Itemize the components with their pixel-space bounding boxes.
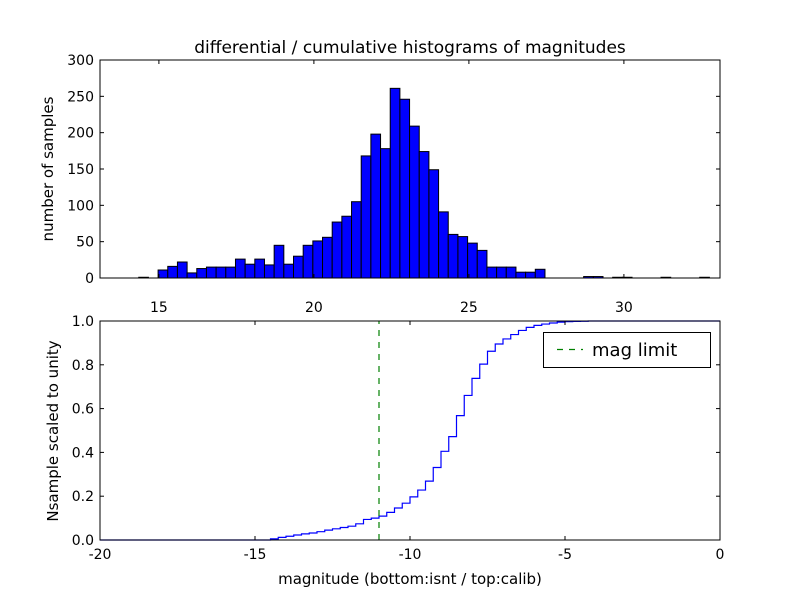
y-tick-label: 200 (67, 126, 94, 142)
histogram-bar (389, 87, 401, 279)
histogram-bar (525, 271, 536, 279)
y-tick-label: 0.2 (72, 489, 94, 505)
histogram-bar (205, 266, 217, 279)
histogram-bar (380, 148, 391, 279)
histogram-bar (263, 264, 275, 279)
histogram-bar (196, 268, 207, 279)
chart-title: differential / cumulative histograms of … (194, 38, 626, 58)
histogram-bar (293, 255, 304, 279)
x-tick-label: -10 (399, 547, 422, 563)
legend: mag limit (543, 332, 711, 368)
cumulative-step-line (100, 320, 720, 541)
x-tick-label: 30 (615, 300, 633, 316)
histogram-bar (157, 269, 169, 279)
histogram-bar (225, 266, 236, 279)
histogram-bar (457, 236, 469, 279)
histogram-bar (534, 268, 546, 279)
bottom-cumulative-axes: -20 -15 -10 -5 0 0.0 0.2 0.4 0.6 0.8 1.0 (72, 314, 725, 563)
histogram-bar (312, 240, 324, 279)
histogram-bar (186, 272, 198, 279)
histogram-bar (476, 249, 488, 279)
histogram-bar (167, 265, 178, 279)
histogram-bar (428, 169, 440, 279)
histogram-bar (302, 244, 314, 279)
x-tick-label: 25 (460, 300, 478, 316)
histogram-bar (283, 263, 295, 279)
histogram-bar (322, 236, 333, 279)
y-tick-label: 150 (67, 162, 94, 178)
histogram-bar (254, 258, 265, 279)
x-tick-label: -20 (89, 547, 112, 563)
histogram-bar (273, 244, 285, 279)
histogram-bar (351, 201, 362, 279)
x-tick-label: 15 (150, 300, 168, 316)
histogram-bar (176, 261, 188, 279)
y-tick-label: 50 (76, 235, 94, 251)
histogram-bar (447, 233, 459, 279)
histogram-bar (370, 133, 382, 279)
histogram-bar (341, 215, 353, 279)
histogram-bar (360, 155, 372, 279)
histogram-bar (331, 221, 343, 279)
histogram-bar (467, 242, 478, 279)
y-tick-label: 0.4 (72, 445, 94, 461)
histogram-bar (438, 211, 449, 279)
y-tick-label: 0.6 (72, 402, 94, 418)
histogram-bar (234, 258, 246, 279)
histogram-bar (399, 98, 411, 279)
histogram-bar (505, 266, 517, 279)
y-tick-label: 0.0 (72, 533, 94, 549)
y-tick-label: 250 (67, 89, 94, 105)
histogram-bar (215, 266, 227, 279)
histogram-bar (496, 266, 507, 279)
legend-label: mag limit (592, 340, 677, 361)
y-tick-label: 300 (67, 53, 94, 69)
top-y-axis-label: number of samples (39, 96, 57, 241)
histogram-bar (486, 266, 498, 279)
histogram-bar (515, 271, 527, 279)
y-tick-label: 1.0 (72, 314, 94, 330)
histogram-bar (409, 125, 420, 279)
x-tick-label: 0 (716, 547, 725, 563)
y-tick-label: 0 (85, 271, 94, 287)
bottom-x-axis-label: magnitude (bottom:isnt / top:calib) (278, 570, 542, 588)
y-tick-label: 100 (67, 198, 94, 214)
x-tick-label: -5 (558, 547, 572, 563)
y-tick-label: 0.8 (72, 358, 94, 374)
bottom-y-axis-label: Nsample scaled to unity (44, 340, 62, 521)
histogram-bar (418, 151, 430, 279)
x-tick-label: 20 (305, 300, 323, 316)
x-tick-label: -15 (244, 547, 267, 563)
histogram-bar (244, 263, 256, 279)
